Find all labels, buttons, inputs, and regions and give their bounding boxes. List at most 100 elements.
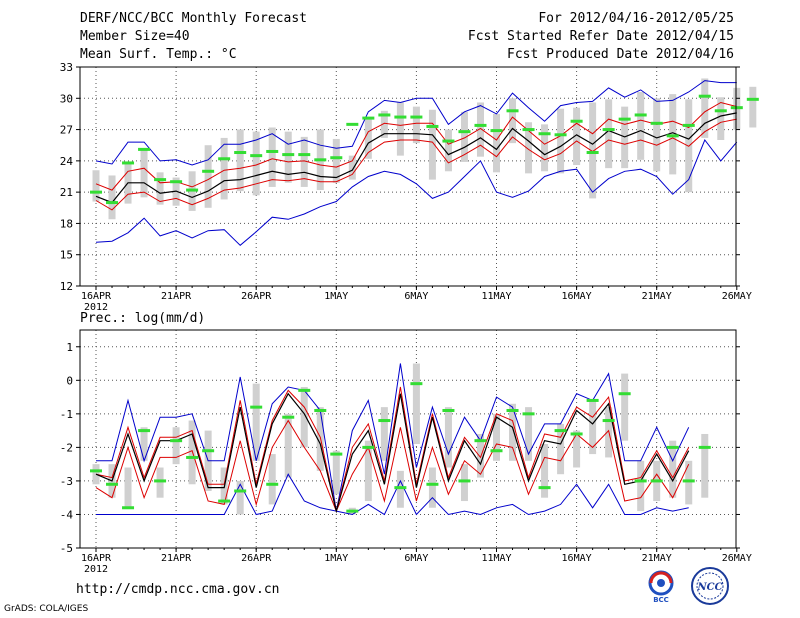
ncc-logo: NCC xyxy=(691,567,729,605)
observed-marker xyxy=(522,412,535,416)
range-box xyxy=(509,403,517,461)
observed-marker xyxy=(506,408,519,412)
observed-marker xyxy=(474,439,487,443)
observed-marker xyxy=(458,479,471,483)
mean-series-line xyxy=(95,112,737,204)
x-tick-label: 11MAY xyxy=(481,553,511,564)
observed-marker xyxy=(522,128,535,132)
observed-marker xyxy=(634,113,647,117)
year-label: 2012 xyxy=(84,564,108,575)
range-box xyxy=(412,106,420,144)
observed-marker xyxy=(618,392,631,396)
x-tick-label: 26MAY xyxy=(722,553,752,564)
observed-marker xyxy=(154,178,167,182)
range-box xyxy=(412,363,420,445)
observed-marker xyxy=(634,479,647,483)
observed-marker xyxy=(298,388,311,392)
range-box xyxy=(332,450,340,495)
observed-marker xyxy=(538,486,551,490)
range-box xyxy=(124,467,132,508)
range-box xyxy=(717,97,725,140)
range-box xyxy=(188,420,196,485)
range-box xyxy=(140,427,148,461)
forecast-produced-date: Fcst Produced Date 2012/04/16 xyxy=(507,47,734,62)
upper-series-line xyxy=(95,386,690,512)
year-label: 2012 xyxy=(84,302,108,313)
range-box xyxy=(621,373,629,441)
observed-marker xyxy=(170,180,183,184)
range-box xyxy=(460,464,468,502)
range-box xyxy=(460,111,468,162)
range-box xyxy=(669,440,677,498)
observed-marker xyxy=(490,129,503,133)
range-box xyxy=(252,131,260,196)
range-box xyxy=(589,400,597,455)
x-tick-label: 21APR xyxy=(161,291,192,302)
range-box xyxy=(236,129,244,192)
observed-marker xyxy=(506,109,519,113)
min-series-line xyxy=(95,139,738,246)
range-box xyxy=(749,86,757,128)
range-box xyxy=(589,102,597,199)
observed-marker xyxy=(202,169,215,173)
x-tick-label: 26APR xyxy=(241,553,272,564)
observed-marker xyxy=(330,156,343,160)
range-box xyxy=(364,440,372,502)
range-box xyxy=(300,136,308,187)
observed-marker xyxy=(122,161,135,165)
plot-frame xyxy=(79,329,737,549)
range-box xyxy=(525,122,533,174)
observed-marker xyxy=(106,482,119,486)
forecast-started-date: Fcst Started Refer Date 2012/04/15 xyxy=(467,29,734,44)
observed-marker xyxy=(714,109,727,113)
ncc-logo-text: NCC xyxy=(696,582,722,593)
observed-marker xyxy=(602,419,615,423)
range-box xyxy=(396,102,404,156)
observed-marker xyxy=(570,119,583,123)
range-box xyxy=(509,98,517,144)
footer-url[interactable]: http://cmdp.ncc.cma.gov.cn xyxy=(76,582,280,597)
observed-marker xyxy=(538,132,551,136)
range-box xyxy=(300,387,308,448)
observed-marker xyxy=(474,123,487,127)
variable-label: Mean Surf. Temp.: °C xyxy=(80,47,237,62)
range-box xyxy=(204,145,212,208)
observed-marker xyxy=(346,122,359,126)
range-box xyxy=(525,407,533,461)
observed-marker xyxy=(346,509,359,513)
range-box xyxy=(476,433,484,478)
observed-marker xyxy=(122,506,135,510)
y-tick-label: 24 xyxy=(60,155,74,168)
observed-marker xyxy=(602,128,615,132)
range-box xyxy=(476,102,484,157)
precip-label: Prec.: log(mm/d) xyxy=(80,311,205,326)
bcc-logo: BCC xyxy=(648,570,674,604)
range-box xyxy=(268,127,276,187)
x-tick-label: 21MAY xyxy=(642,553,672,564)
observed-marker xyxy=(186,455,199,459)
range-box xyxy=(380,110,388,138)
observed-marker xyxy=(410,115,423,119)
member-size: Member Size=40 xyxy=(80,29,190,44)
observed-marker xyxy=(746,97,759,101)
observed-marker xyxy=(362,116,375,120)
forecast-period: For 2012/04/16-2012/05/25 xyxy=(538,11,734,26)
range-box xyxy=(637,460,645,512)
chart-title: DERF/NCC/BCC Monthly Forecast xyxy=(80,11,307,26)
observed-marker xyxy=(682,479,695,483)
y-tick-label: 27 xyxy=(60,124,73,137)
range-box xyxy=(284,131,292,183)
range-box xyxy=(172,427,180,465)
range-box xyxy=(444,407,452,468)
y-tick-label: 30 xyxy=(60,92,73,105)
observed-marker xyxy=(570,432,583,436)
x-tick-label: 11MAY xyxy=(481,291,511,302)
y-tick-label: -1 xyxy=(60,408,73,421)
range-box xyxy=(493,413,500,461)
range-box xyxy=(92,170,100,202)
lower-series-line xyxy=(95,118,737,211)
observed-marker xyxy=(234,151,247,155)
x-tick-label: 1MAY xyxy=(324,553,348,564)
range-box xyxy=(493,113,500,173)
